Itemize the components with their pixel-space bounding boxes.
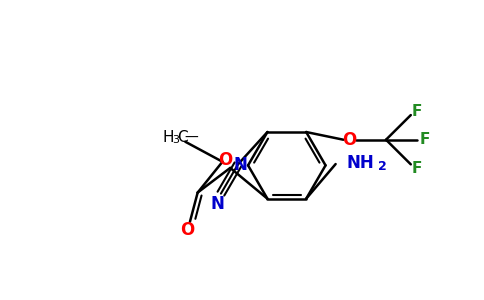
- Text: O: O: [180, 220, 194, 238]
- Text: H: H: [163, 130, 174, 146]
- Text: O: O: [343, 131, 357, 149]
- Text: C: C: [177, 130, 187, 146]
- Text: —: —: [184, 131, 198, 145]
- Text: 3: 3: [172, 135, 179, 145]
- Text: N: N: [210, 195, 224, 213]
- Text: F: F: [412, 161, 422, 176]
- Text: O: O: [218, 151, 232, 169]
- Text: N: N: [233, 156, 247, 174]
- Text: NH: NH: [347, 154, 374, 172]
- Text: F: F: [412, 104, 422, 119]
- Text: 2: 2: [378, 160, 387, 173]
- Text: F: F: [420, 132, 430, 147]
